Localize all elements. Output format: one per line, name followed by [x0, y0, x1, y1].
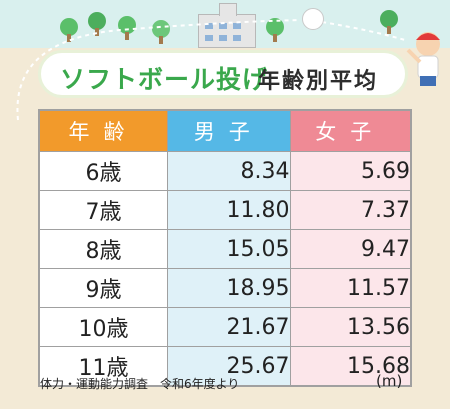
table-row: 7歳 11.80 7.37 — [40, 191, 410, 230]
table-row: 11歳 25.67 15.68 — [40, 347, 410, 385]
source-note: 体力・運動能力調査 令和6年度より — [40, 377, 240, 391]
age-cell: 6歳 — [40, 152, 168, 191]
boys-value-cell: 21.67 — [167, 308, 290, 347]
column-header-girls: 女子 — [289, 111, 410, 152]
unit-label: (m) — [376, 372, 403, 390]
boys-value-cell: 15.05 — [167, 230, 290, 269]
tree-icon — [88, 12, 106, 36]
age-cell: 10歳 — [40, 308, 168, 347]
column-header-boys: 男子 — [167, 111, 290, 152]
softball-icon — [302, 8, 324, 30]
table-row: 10歳 21.67 13.56 — [40, 308, 410, 347]
title-banner — [38, 50, 408, 98]
table-row: 9歳 18.95 11.57 — [40, 269, 410, 308]
girls-value-cell: 9.47 — [289, 230, 410, 269]
girls-value-cell: 15.68 — [289, 347, 410, 385]
girls-value-cell: 13.56 — [289, 308, 410, 347]
tree-icon — [60, 18, 78, 42]
table-row: 6歳 8.34 5.69 — [40, 152, 410, 191]
girls-value-cell: 5.69 — [289, 152, 410, 191]
tree-icon — [380, 10, 398, 34]
boys-value-cell: 25.67 — [167, 347, 290, 385]
child-thrower-icon — [406, 32, 440, 86]
ball-trail — [16, 19, 406, 121]
tree-icon — [152, 20, 170, 44]
boys-value-cell: 18.95 — [167, 269, 290, 308]
age-cell: 8歳 — [40, 230, 168, 269]
school-building-icon — [198, 3, 256, 48]
table-row: 8歳 15.05 9.47 — [40, 230, 410, 269]
age-cell: 11歳 — [40, 347, 168, 385]
girls-value-cell: 7.37 — [289, 191, 410, 230]
age-cell: 9歳 — [40, 269, 168, 308]
tree-icon — [266, 18, 284, 42]
age-cell: 7歳 — [40, 191, 168, 230]
chart-title: ソフトボール投げ — [60, 65, 269, 94]
girls-value-cell: 11.57 — [289, 269, 410, 308]
boys-value-cell: 11.80 — [167, 191, 290, 230]
data-table: 年齢 男子 女子 6歳 8.34 5.69 7歳 11.80 7.37 8歳 1… — [38, 109, 412, 387]
table-header-row: 年齢 男子 女子 — [40, 111, 410, 152]
boys-value-cell: 8.34 — [167, 152, 290, 191]
tree-icon — [118, 16, 136, 40]
chart-subtitle: 年齢別平均 — [258, 69, 379, 94]
column-header-age: 年齢 — [40, 111, 168, 152]
